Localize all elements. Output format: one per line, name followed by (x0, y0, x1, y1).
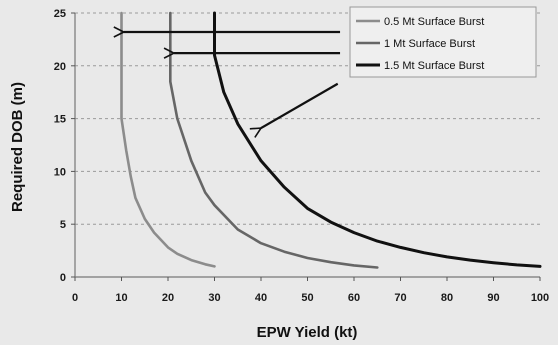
x-tick-label: 90 (487, 292, 499, 304)
annotation-arrow (261, 82, 339, 128)
x-tick-label: 60 (348, 292, 360, 304)
x-tick-label: 100 (531, 292, 549, 304)
legend-box (349, 6, 537, 78)
x-tick-label: 50 (301, 292, 313, 304)
x-tick-label: 10 (115, 292, 127, 304)
y-tick-label: 5 (60, 219, 66, 231)
axes: 0 5 10 15 20 25 0 10 20 30 40 50 60 70 80 90 100 (54, 8, 549, 304)
series-line (169, 11, 379, 269)
x-tick-label: 30 (208, 292, 220, 304)
series-lines (120, 11, 542, 269)
x-tick-label: 70 (394, 292, 406, 304)
series-line (213, 11, 542, 268)
y-tick-label: 20 (54, 61, 66, 73)
legend-label: 0.5 Mt Surface Burst (384, 16, 484, 28)
x-tick-label: 40 (255, 292, 267, 304)
x-tick-label: 80 (441, 292, 453, 304)
x-tick-label: 20 (162, 292, 174, 304)
y-tick-label: 10 (54, 166, 66, 178)
series-line (120, 11, 216, 268)
y-tick-label: 0 (60, 272, 66, 284)
y-axis-title: Required DOB (m) (9, 82, 26, 212)
x-axis-title: EPW Yield (kt) (257, 324, 358, 341)
legend: 0.5 Mt Surface Burst 1 Mt Surface Burst 1.… (349, 6, 537, 78)
legend-label: 1.5 Mt Surface Burst (384, 60, 484, 72)
y-tick-label: 15 (54, 114, 66, 126)
x-tick-label: 0 (72, 292, 78, 304)
y-tick-label: 25 (54, 8, 66, 20)
legend-label: 1 Mt Surface Burst (384, 38, 475, 50)
annotation-arrows (124, 32, 341, 128)
